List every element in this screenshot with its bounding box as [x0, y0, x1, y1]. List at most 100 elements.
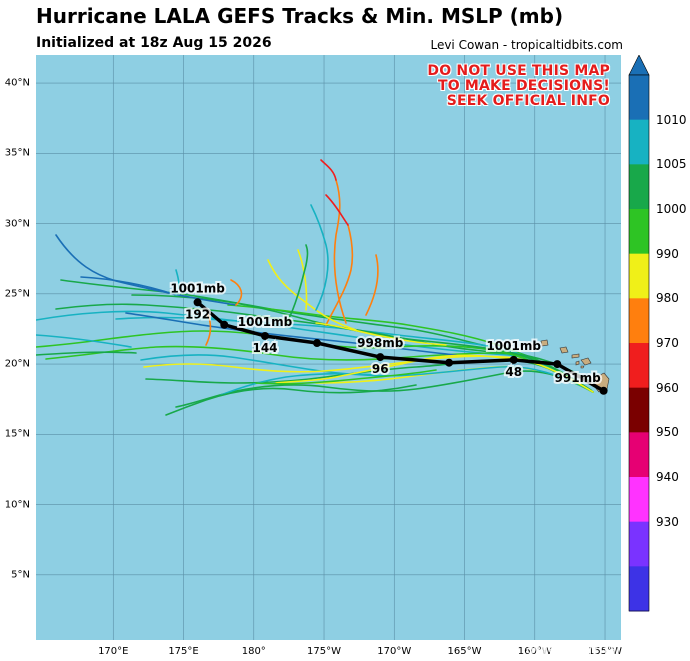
colorbar-label: 990 — [656, 246, 679, 261]
track-map: 991mb 1001mb 48 998mb 96 1001mb 144 1001mb 192 — [36, 55, 621, 640]
forecast-hour-label: 192 — [185, 307, 210, 321]
ensemble-track — [36, 351, 137, 356]
colorbar-segment — [629, 343, 649, 389]
lon-tick-label: 165°W — [447, 646, 482, 657]
colorbar-outline — [628, 74, 650, 612]
colorbar-label: 950 — [656, 425, 679, 440]
molokai — [571, 353, 580, 359]
forecast-hour-label: 144 — [252, 341, 277, 355]
mean-track-point — [553, 360, 562, 369]
ocean — [36, 55, 621, 640]
ensemble-track — [325, 224, 354, 326]
colorbar-label: 980 — [656, 291, 679, 306]
pressure-label: 1001mb — [238, 315, 293, 329]
ensemble-track — [325, 194, 349, 226]
colorbar-label: 970 — [656, 336, 679, 350]
colorbar-label: 1000 — [656, 202, 687, 216]
colorbar-segment — [629, 521, 649, 567]
ensemble-track — [80, 276, 177, 296]
mean-track-point — [445, 358, 454, 367]
ensemble-track — [125, 312, 457, 356]
colorbar-segment — [629, 209, 649, 255]
lat-tick-label: 5°N — [11, 569, 30, 581]
colorbar-label: 930 — [656, 514, 679, 529]
lat-tick-label: 20°N — [4, 358, 30, 370]
ensemble-track — [297, 249, 308, 311]
colorbar-label: 1010 — [656, 112, 687, 127]
ensemble-track — [267, 259, 357, 331]
pressure-label: 1001mb — [170, 281, 225, 295]
colorbar-segment — [629, 477, 649, 523]
colorbar-segment — [629, 387, 649, 433]
colorbar-segment — [629, 253, 649, 299]
credit: Levi Cowan - tropicaltidbits.com — [430, 38, 623, 52]
lat-tick-label: 40°N — [4, 77, 30, 89]
ensemble-track — [320, 159, 337, 181]
niihau — [531, 343, 536, 349]
oahu — [559, 346, 569, 354]
warning-line: SEEK OFFICIAL INFO — [446, 93, 610, 109]
lat-tick-label: 35°N — [4, 147, 30, 159]
colorbar-segment — [629, 298, 649, 344]
colorbar-segment — [629, 164, 649, 210]
kauai — [540, 339, 549, 347]
mean-track: 991mb 1001mb 48 998mb 96 1001mb 144 1001mb 192 — [168, 279, 608, 395]
lon-tick-label: 155°W — [588, 646, 623, 657]
colorbar-segment — [629, 119, 649, 165]
ensemble-track — [230, 279, 243, 306]
colorbar-segment — [629, 566, 649, 612]
warning-line: TO MAKE DECISIONS! — [437, 78, 610, 94]
mean-track-point — [313, 339, 321, 348]
lat-tick-label: 15°N — [4, 428, 30, 440]
ensemble-track — [255, 369, 437, 385]
ensemble-track — [36, 310, 594, 393]
ensemble-track — [310, 204, 329, 311]
mean-track-point — [261, 332, 270, 340]
mean-track-point — [599, 386, 608, 395]
chart-title: Hurricane LALA GEFS Tracks & Min. MSLP (… — [36, 4, 564, 28]
lon-tick-label: 170°E — [98, 646, 129, 657]
colorbar-top-arrow — [628, 55, 650, 76]
ensemble-track — [315, 322, 447, 346]
ensemble-tracks — [36, 159, 597, 416]
lon-tick-label: 175°E — [168, 646, 199, 657]
pressure-colorbar — [628, 55, 650, 612]
watermark: @weatherman_信欣 — [522, 642, 660, 658]
colorbar-segment — [629, 75, 649, 121]
lat-tick-label: 25°N — [4, 288, 30, 300]
mean-track-point — [193, 298, 202, 307]
ensemble-track — [36, 334, 132, 348]
ensemble-track — [55, 234, 237, 306]
mean-track-point — [509, 355, 518, 364]
mean-track-point — [376, 353, 385, 362]
lanai — [575, 360, 580, 366]
forecast-hour-label: 48 — [505, 365, 522, 379]
lat-tick-label: 30°N — [4, 218, 30, 230]
lon-tick-label: 180° — [241, 646, 266, 657]
ensemble-track — [285, 244, 309, 326]
maui — [580, 357, 592, 366]
lon-tick-label: 160°W — [517, 646, 552, 657]
graticule — [36, 55, 621, 640]
lon-tick-label: 175°W — [307, 646, 342, 657]
warning-line: DO NOT USE THIS MAP — [427, 63, 610, 79]
pressure-label: 998mb — [357, 336, 404, 350]
colorbar-label: 960 — [656, 380, 679, 395]
ensemble-track — [140, 354, 594, 393]
lat-tick-label: 10°N — [4, 499, 30, 511]
mean-track-point — [220, 320, 229, 329]
colorbar-label: 940 — [656, 470, 679, 484]
ensemble-track — [365, 254, 379, 316]
warning-box: DO NOT USE THIS MAP TO MAKE DECISIONS! S… — [427, 64, 610, 109]
ensemble-track — [165, 384, 417, 416]
lon-tick-label: 170°W — [377, 646, 412, 657]
forecast-hour-label: 96 — [372, 362, 389, 376]
pressure-label: 991mb — [555, 371, 602, 385]
ensemble-track — [205, 314, 212, 346]
pressure-label: 1001mb — [486, 339, 541, 353]
ensemble-track — [175, 269, 180, 296]
colorbar-segment — [629, 432, 649, 478]
kahoolawe — [580, 365, 585, 369]
ensemble-track — [275, 354, 517, 384]
colorbar-label: 1005 — [656, 157, 687, 172]
